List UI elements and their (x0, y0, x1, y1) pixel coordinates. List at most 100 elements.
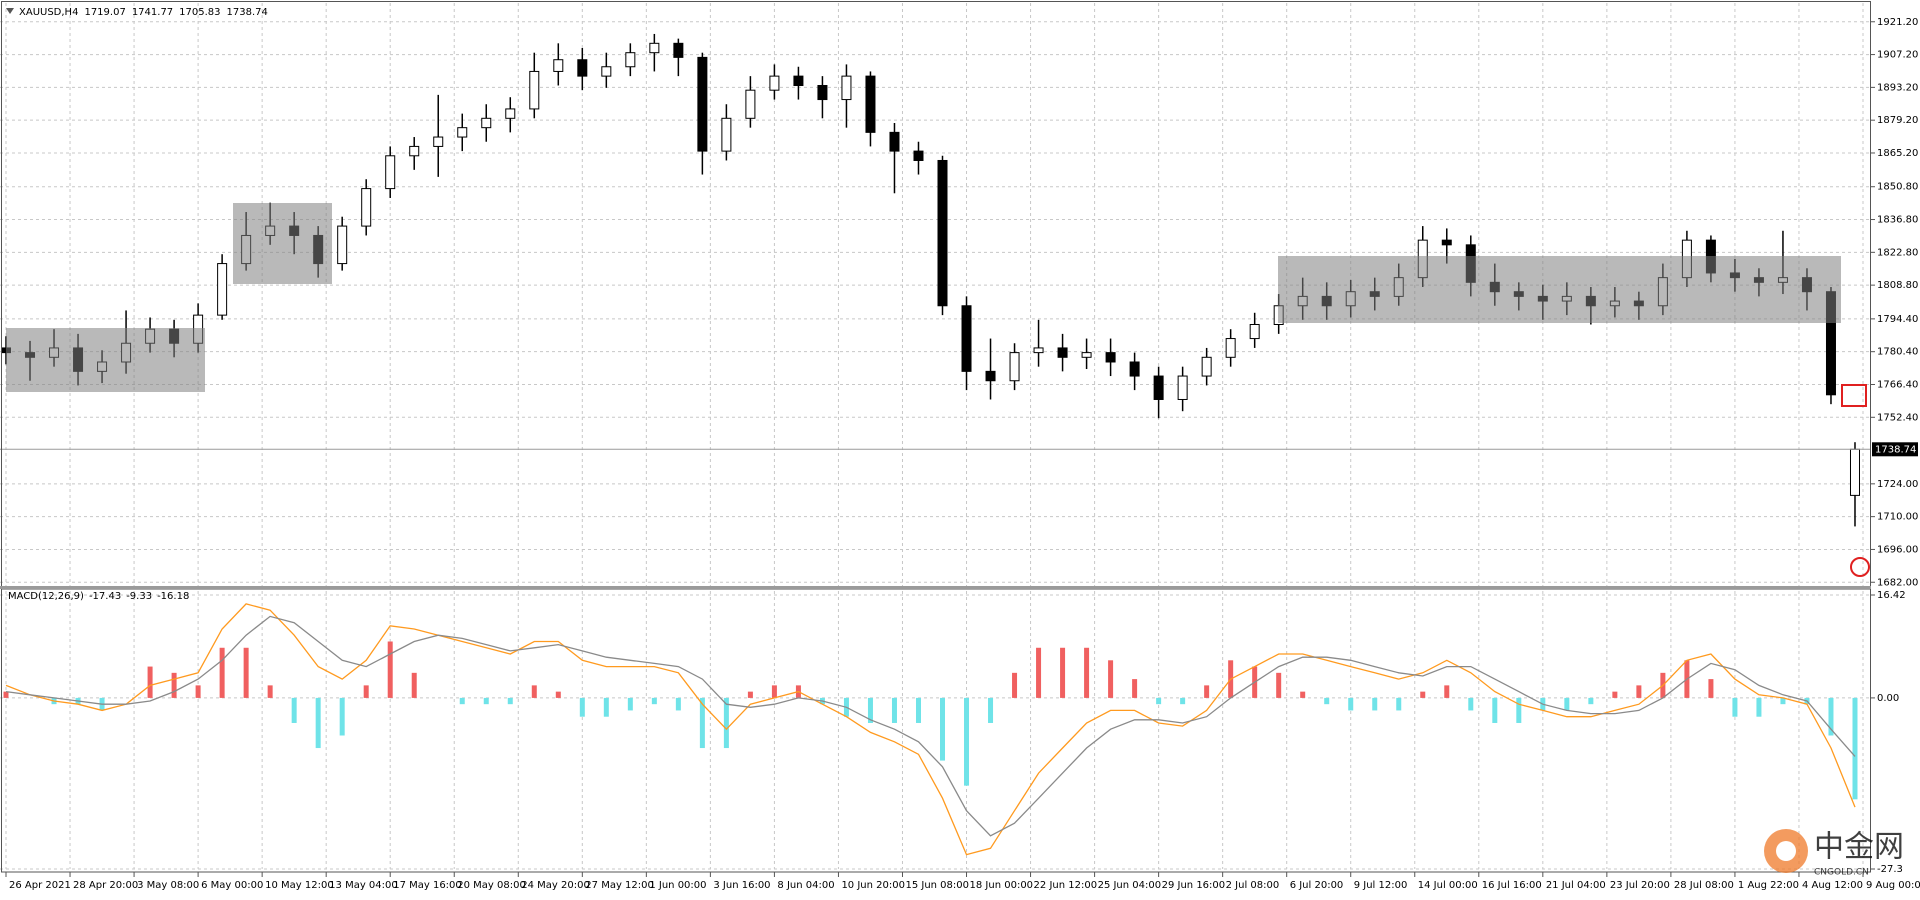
histogram-bar (459, 697, 465, 705)
histogram-bar (1732, 697, 1738, 717)
candle-body (1057, 347, 1068, 358)
candle-body (721, 117, 732, 152)
histogram-bar (964, 697, 970, 786)
candle-body (409, 145, 420, 157)
histogram-bar (195, 685, 201, 698)
x-tick-label: 3 Jun 16:00 (713, 880, 770, 891)
histogram-bar (1348, 697, 1354, 711)
candle-body (1129, 361, 1140, 377)
x-tick-label: 6 May 00:00 (201, 880, 263, 891)
candle-body (385, 155, 396, 190)
watermark-logo (1776, 841, 1796, 861)
candle-body (865, 75, 876, 133)
y-tick-label: 16.42 (1877, 590, 1906, 601)
y-tick-label: 1822.80 (1877, 247, 1918, 258)
histogram-bar (1444, 685, 1450, 698)
x-tick-label: 6 Jul 20:00 (1290, 880, 1344, 891)
ohlc-low: 1705.83 (179, 7, 220, 18)
histogram-bar (603, 697, 609, 717)
indicator-name: MACD(12,26,9) (8, 591, 84, 602)
x-tick-label: 1 Aug 22:00 (1738, 880, 1799, 891)
histogram-bar (1780, 697, 1786, 705)
candle-body (937, 159, 948, 307)
y-tick-label: 1794.40 (1877, 314, 1918, 325)
watermark-sub: CNGOLD.CN (1814, 868, 1869, 878)
histogram-bar (1084, 647, 1090, 698)
histogram-bar (1708, 679, 1714, 698)
candle-body (985, 370, 996, 382)
x-tick-label: 1 Jun 00:00 (649, 880, 706, 891)
histogram-bar (531, 685, 537, 698)
y-tick-label: 1879.20 (1877, 115, 1918, 126)
highlight-circle (1850, 557, 1870, 577)
candle-body (457, 127, 468, 138)
symbol-header: XAUUSD,H4 1719.07 1741.77 1705.83 1738.74 (19, 7, 268, 18)
candle-body (1081, 352, 1092, 358)
candle-body (1033, 347, 1044, 354)
histogram-bar (1756, 697, 1762, 717)
histogram-bar (675, 697, 681, 711)
y-tick-label: 1780.40 (1877, 347, 1918, 358)
candle-body (433, 136, 444, 147)
x-tick-label: 21 Jul 04:00 (1546, 880, 1606, 891)
histogram-bar (1492, 697, 1498, 723)
histogram-bar (699, 697, 705, 749)
candle-body (1441, 239, 1452, 246)
menu-arrow[interactable] (6, 8, 14, 14)
histogram-bar (147, 666, 153, 698)
candle-body (745, 89, 756, 119)
y-tick-label: 1893.20 (1877, 82, 1918, 93)
histogram-bar (555, 691, 561, 698)
candle-body (673, 42, 684, 58)
zone-box (233, 203, 332, 284)
watermark-text: 中金网 (1814, 830, 1904, 865)
panel-separator (0, 586, 1871, 589)
histogram-bar (1180, 697, 1186, 705)
histogram-bar (1588, 697, 1594, 705)
macd-line (5, 603, 1856, 856)
y-tick-label: -27.3 (1877, 864, 1903, 875)
candle-body (1201, 356, 1212, 377)
histogram-bar (1132, 679, 1138, 698)
histogram-bar (915, 697, 921, 723)
histogram-bar (1852, 697, 1858, 800)
histogram-bar (771, 685, 777, 698)
x-tick-label: 9 Jul 12:00 (1354, 880, 1408, 891)
x-tick-label: 18 Jun 00:00 (970, 880, 1034, 891)
highlight-box (1841, 384, 1867, 407)
histogram-bar (627, 697, 633, 711)
histogram-bar (1828, 697, 1834, 736)
indicator-value: -17.43 (89, 591, 121, 602)
histogram-bar (1396, 697, 1402, 711)
histogram-bar (507, 697, 513, 705)
y-tick-label: 1850.80 (1877, 182, 1918, 193)
x-tick-label: 26 Apr 2021 (9, 880, 71, 891)
histogram-bar (579, 697, 585, 717)
x-tick-label: 17 May 16:00 (393, 880, 462, 891)
y-tick-label: 1696.00 (1877, 544, 1918, 555)
histogram-bar (1300, 691, 1306, 698)
histogram-bar (267, 685, 273, 698)
candle-body (649, 42, 660, 54)
candle-body (337, 225, 348, 265)
candle-body (793, 75, 804, 86)
histogram-bar (1516, 697, 1522, 723)
histogram-bar (339, 697, 345, 736)
macd-panel (0, 591, 1871, 870)
candle-body (1009, 352, 1020, 382)
histogram-bar (291, 697, 297, 723)
histogram-bar (315, 697, 321, 749)
zone-box (1278, 256, 1841, 323)
histogram-bar (1060, 647, 1066, 698)
candle-body (913, 150, 924, 161)
x-tick-label: 24 May 20:00 (521, 880, 590, 891)
histogram-bar (1012, 672, 1018, 698)
y-tick-label: 0.00 (1877, 693, 1899, 704)
candle-body (217, 263, 228, 316)
x-tick-label: 10 Jun 20:00 (841, 880, 905, 891)
y-tick-label: 1865.20 (1877, 148, 1918, 159)
candle-body (817, 84, 828, 101)
y-tick-label: 1724.00 (1877, 479, 1918, 490)
macd-line (5, 615, 1856, 837)
